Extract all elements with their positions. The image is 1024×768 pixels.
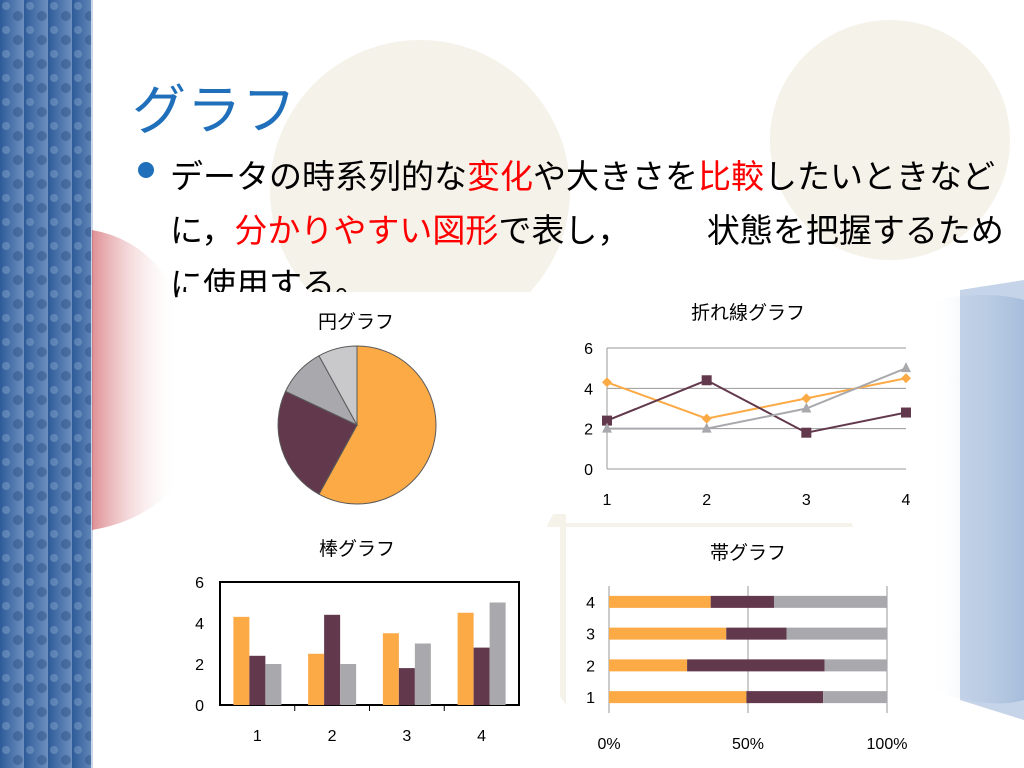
line-chart: 折れ線グラフ 0 2 4 6 1 2 3 4 xyxy=(566,287,924,523)
bar xyxy=(308,653,325,705)
data-point xyxy=(801,393,812,404)
pie-chart-title: 円グラフ xyxy=(318,311,394,333)
y-tick-label: 6 xyxy=(195,575,204,592)
y-tick-label: 1 xyxy=(586,690,595,707)
body-segment: したいときなどに， xyxy=(170,157,995,250)
pie-slice xyxy=(318,345,437,505)
x-tick-label: 4 xyxy=(902,492,911,509)
band-segment xyxy=(609,659,688,672)
highlight-compare: 比較 xyxy=(698,157,764,196)
pie-slice xyxy=(318,345,358,426)
bar xyxy=(265,664,282,705)
bullet-icon xyxy=(138,162,154,178)
bar-chart-title: 棒グラフ xyxy=(319,538,395,560)
body-segment: データの時系列的な xyxy=(170,157,467,196)
y-tick-label: 2 xyxy=(195,657,204,674)
series-line xyxy=(607,367,907,430)
data-point xyxy=(602,422,612,433)
data-point xyxy=(602,377,612,388)
x-tick-label: 1 xyxy=(603,492,612,509)
band-segment xyxy=(609,691,747,704)
band-segment xyxy=(609,627,727,640)
band-segment xyxy=(746,691,824,704)
band-segment xyxy=(824,659,887,672)
y-tick-label: 2 xyxy=(584,422,593,439)
y-tick-label: 0 xyxy=(195,698,204,715)
y-tick-label: 6 xyxy=(584,341,593,358)
bar xyxy=(324,614,341,705)
x-tick-label: 100% xyxy=(867,736,908,753)
band-segment xyxy=(726,627,787,640)
data-point xyxy=(701,375,712,386)
body-text: データの時系列的な変化や大きさを比較したいときなどに，分かりやすい図形で表し， … xyxy=(170,150,1010,312)
highlight-change: 変化 xyxy=(467,157,533,196)
series-line xyxy=(606,379,907,434)
x-tick-label: 50% xyxy=(732,736,764,753)
body-segment: 状態を把握するために使用する。 xyxy=(170,211,1004,304)
line-chart-title: 折れ線グラフ xyxy=(691,302,805,324)
bar xyxy=(457,612,474,705)
y-tick-label: 0 xyxy=(584,462,593,479)
band-segment xyxy=(823,691,887,704)
highlight-clear-figure: 分かりやすい図形 xyxy=(234,211,499,250)
data-point xyxy=(602,415,612,426)
body-segment: で表し， xyxy=(498,211,631,250)
band-chart-title: 帯グラフ xyxy=(710,542,786,564)
data-point xyxy=(801,402,812,413)
bar xyxy=(340,664,357,705)
x-tick-label: 0% xyxy=(597,736,620,753)
x-tick-label: 1 xyxy=(253,728,262,745)
band-segment xyxy=(773,595,887,608)
pie-chart: 円グラフ xyxy=(180,292,566,514)
bar xyxy=(382,633,399,705)
slide-title: グラフ xyxy=(132,79,297,142)
y-tick-label: 4 xyxy=(195,616,204,633)
pie-slice xyxy=(277,390,358,495)
x-tick-label: 3 xyxy=(402,728,411,745)
body-segment: や大きさを xyxy=(533,157,698,196)
bar xyxy=(489,602,506,705)
y-tick-label: 4 xyxy=(586,595,595,612)
band-segment xyxy=(687,659,825,672)
y-tick-label: 2 xyxy=(586,658,595,675)
data-point xyxy=(701,422,712,433)
x-tick-label: 4 xyxy=(477,728,486,745)
bar-chart: 棒グラフ 0 2 4 6 1 2 3 4 xyxy=(180,527,560,768)
bar xyxy=(414,643,431,705)
bar xyxy=(473,647,490,705)
data-point xyxy=(901,373,911,384)
data-point xyxy=(901,407,911,418)
data-point xyxy=(801,427,812,438)
data-point xyxy=(701,413,712,424)
band-chart: 帯グラフ 0% 50% 100% 1 2 3 4 xyxy=(566,527,924,768)
band-segment xyxy=(710,595,774,608)
band-segment xyxy=(786,627,887,640)
bar xyxy=(233,616,250,705)
band-segment xyxy=(609,595,711,608)
bar xyxy=(398,668,415,705)
y-tick-label: 4 xyxy=(584,381,593,398)
y-tick-label: 3 xyxy=(586,627,595,644)
x-tick-label: 2 xyxy=(702,492,711,509)
bar xyxy=(249,655,266,705)
x-tick-label: 2 xyxy=(328,728,337,745)
data-point xyxy=(901,362,911,373)
x-tick-label: 3 xyxy=(802,492,811,509)
